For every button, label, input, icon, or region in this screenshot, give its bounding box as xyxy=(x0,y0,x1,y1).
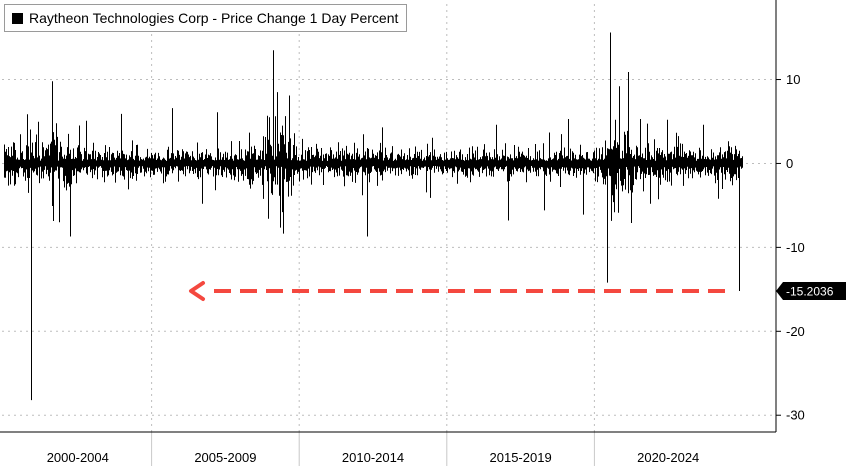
x-category-label: 2000-2004 xyxy=(47,450,109,465)
x-category-label: 2015-2019 xyxy=(490,450,552,465)
annotation-arrow xyxy=(189,281,725,302)
series-price-change xyxy=(4,32,743,401)
x-category-label: 2020-2024 xyxy=(637,450,699,465)
y-tick-label: -30 xyxy=(786,408,805,423)
legend-label: Raytheon Technologies Corp - Price Chang… xyxy=(29,10,399,26)
y-tick-label: 10 xyxy=(786,72,800,87)
series-line xyxy=(4,32,743,401)
x-category-label: 2010-2014 xyxy=(342,450,404,465)
y-tick-label: -10 xyxy=(786,240,805,255)
y-tick-label: -20 xyxy=(786,324,805,339)
last-value-badge xyxy=(776,282,846,301)
grid-lines xyxy=(2,4,776,432)
last-value-label: -15.2036 xyxy=(786,285,834,299)
legend: Raytheon Technologies Corp - Price Chang… xyxy=(4,4,408,32)
y-tick-label: 0 xyxy=(786,156,793,171)
legend-swatch xyxy=(12,12,23,24)
annotation-arrow-head xyxy=(189,281,205,302)
y-axis: 10 0 -10 -20 -30 -15.2036 xyxy=(775,0,846,432)
x-category-label: 2005-2009 xyxy=(194,450,256,465)
x-axis: 2000-2004 2005-2009 2010-2014 2015-2019 2020… xyxy=(0,431,776,466)
